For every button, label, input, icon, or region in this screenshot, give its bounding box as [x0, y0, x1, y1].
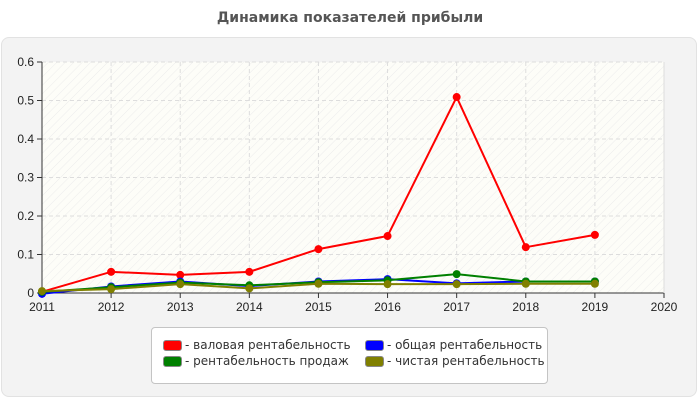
legend-swatch-olive: [365, 355, 384, 367]
svg-text:0.4: 0.4: [17, 132, 34, 146]
data-point: [590, 230, 599, 239]
data-point: [314, 245, 323, 254]
legend: - валовая рентабельность - общая рентабе…: [151, 327, 548, 384]
data-point: [521, 243, 530, 252]
data-point: [245, 267, 254, 276]
data-point: [107, 267, 116, 276]
legend-swatch-red: [163, 339, 182, 351]
legend-label: - общая рентабельность: [387, 338, 543, 352]
svg-text:0.5: 0.5: [17, 94, 34, 108]
legend-label: - валовая рентабельность: [185, 338, 351, 352]
svg-text:0.1: 0.1: [17, 248, 34, 262]
chart-title: Динамика показателей прибыли: [216, 10, 484, 26]
series-lines: [38, 93, 599, 298]
legend-swatch-green: [163, 355, 182, 367]
svg-text:2014: 2014: [236, 300, 263, 314]
svg-text:2017: 2017: [443, 300, 470, 314]
svg-text:2012: 2012: [98, 300, 125, 314]
data-point: [107, 285, 116, 294]
grid-lines: [42, 61, 664, 293]
svg-text:2015: 2015: [305, 300, 332, 314]
svg-text:2013: 2013: [167, 300, 194, 314]
data-point: [38, 287, 46, 296]
svg-text:0.2: 0.2: [17, 209, 34, 223]
legend-label: - чистая рентабельность: [387, 354, 545, 368]
data-point: [314, 279, 323, 288]
legend-swatch-blue: [365, 339, 384, 351]
data-point: [383, 280, 392, 289]
data-point: [452, 280, 461, 289]
svg-text:2020: 2020: [651, 300, 678, 314]
data-point: [452, 270, 461, 279]
svg-text:2019: 2019: [582, 300, 609, 314]
data-point: [176, 280, 185, 289]
data-point: [590, 279, 599, 288]
legend-item-gross: - валовая рентабельность: [163, 338, 351, 352]
svg-text:2011: 2011: [29, 300, 55, 314]
axes: 0 0.1 0.2 0.3 0.4 0.5 0.6 2011 2012 2013 2014 2015 2…: [17, 55, 677, 314]
data-point: [176, 270, 185, 279]
svg-text:0: 0: [27, 286, 34, 300]
svg-text:2018: 2018: [512, 300, 539, 314]
data-point: [521, 279, 530, 288]
data-point: [245, 284, 254, 293]
legend-item-total: - общая рентабельность: [365, 338, 542, 352]
svg-text:0.6: 0.6: [17, 55, 34, 69]
legend-item-net: - чистая рентабельность: [365, 354, 545, 368]
data-point: [452, 93, 461, 102]
svg-text:0.3: 0.3: [17, 171, 34, 185]
data-point: [383, 232, 392, 241]
svg-text:2016: 2016: [374, 300, 401, 314]
legend-item-sales: - рентабельность продаж: [163, 354, 349, 368]
legend-label: - рентабельность продаж: [185, 354, 349, 368]
